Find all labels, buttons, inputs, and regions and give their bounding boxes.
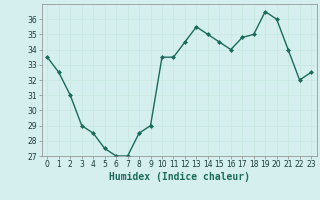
X-axis label: Humidex (Indice chaleur): Humidex (Indice chaleur) [109, 172, 250, 182]
